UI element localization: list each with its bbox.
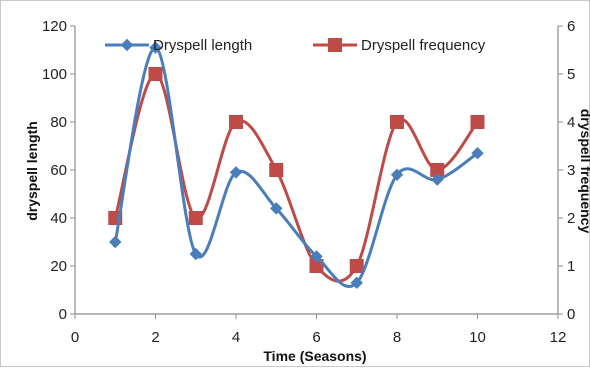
x-axis-title: Time (Seasons) [263,348,366,364]
x-tick-label: 4 [232,329,240,346]
dryspell-length-point [270,202,283,215]
y-tick-label: 80 [50,114,67,131]
y-axis-title: dryspell length [24,121,40,221]
x-tick-label: 6 [312,329,320,346]
dryspell-length-point [229,166,243,179]
y2-tick-label: 0 [567,306,575,323]
y-tick-label: 120 [42,18,67,35]
dryspell-frequency-point [229,115,243,129]
y2-tick-label: 6 [567,18,575,35]
legend-swatch-marker [120,38,134,52]
y2-tick-label: 1 [567,258,575,275]
legend-label: Dryspell frequency [361,37,486,54]
dryspell-length-point [109,235,122,249]
dryspell-frequency-point [148,67,163,81]
y2-tick-label: 3 [567,162,575,179]
x-tick-label: 10 [469,329,486,346]
dryspell-frequency-series [108,67,485,283]
x-tick-label: 0 [71,329,79,346]
dryspell-length-point [310,250,323,263]
y2-tick-label: 4 [567,114,575,131]
dryspell-length-point [471,146,484,160]
dryspell-length-point [189,247,202,261]
y2-tick-label: 2 [567,210,575,227]
y2-tick-label: 5 [567,66,575,83]
legend-swatch-marker [328,38,342,52]
legend-label: Dryspell length [153,37,252,54]
dryspell-length-series [109,41,484,290]
x-tick-label: 12 [550,329,567,346]
series-layer [108,41,485,290]
legend-item-dryspell-frequency: Dryspell frequency [313,37,486,54]
dryspell-frequency-point [349,259,364,273]
x-tick-label: 2 [151,329,159,346]
dryspell-length-point [350,276,363,290]
y2-axis-title: dryspell frequency [578,109,590,234]
y-tick-label: 20 [50,258,67,275]
y-tick-label: 100 [42,66,67,83]
dryspell-length-point [149,41,162,54]
dryspell-frequency-point [390,115,404,129]
dryspell-frequency-line [113,72,479,283]
dryspell-length-line [113,46,479,288]
y-tick-label: 0 [59,306,67,323]
y-tick-label: 40 [50,210,67,227]
y-tick-label: 60 [50,162,67,179]
legend-item-dryspell-length: Dryspell length [105,37,252,54]
dryspell-frequency-point [269,163,284,177]
dryspell-length-point [431,173,444,186]
dryspell-frequency-point [188,211,203,225]
dryspell-length-point [390,168,404,182]
x-tick-label: 8 [393,329,401,346]
dryspell-frequency-point [470,115,485,129]
legend: Dryspell length Dryspell frequency [105,37,486,54]
